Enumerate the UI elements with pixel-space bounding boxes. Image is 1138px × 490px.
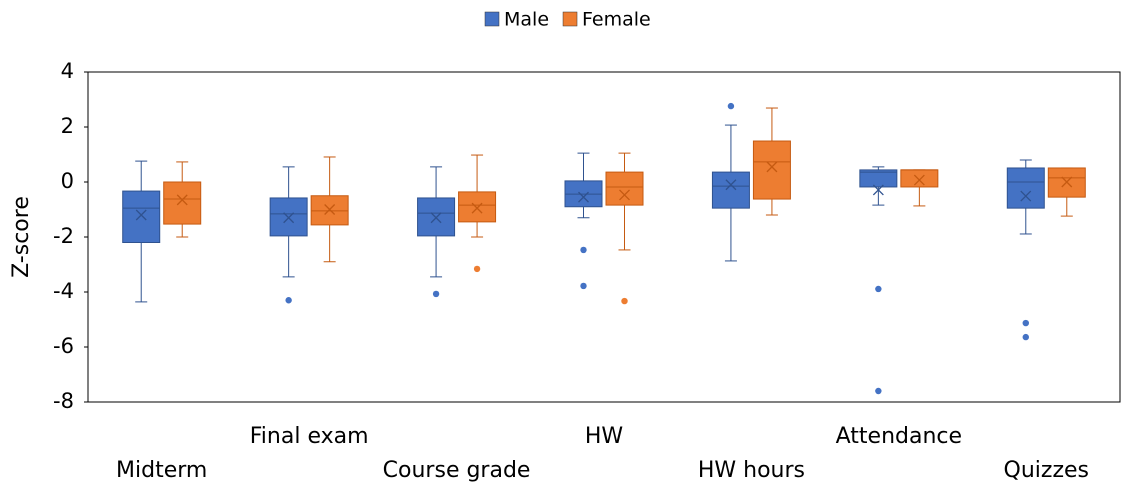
mean-marker	[913, 174, 925, 186]
mean-marker	[471, 202, 483, 214]
y-tick-label: -8	[53, 389, 74, 413]
box	[900, 169, 939, 188]
legend-label: Male	[504, 9, 549, 31]
outlier	[727, 102, 735, 110]
y-axis-label: Z-score	[9, 196, 34, 278]
outlier	[432, 290, 440, 298]
mean-marker	[578, 191, 589, 203]
mean-marker	[430, 212, 442, 224]
outlier	[1022, 319, 1029, 327]
mean-marker	[1020, 190, 1032, 202]
x-tick-label: Midterm	[116, 458, 207, 483]
x-tick-label: Attendance	[836, 424, 962, 449]
outlier	[1022, 333, 1029, 341]
mean-marker	[135, 209, 147, 221]
y-tick-label: -2	[53, 224, 74, 248]
legend-swatch	[562, 11, 578, 27]
x-tick-label: HW	[585, 424, 624, 449]
outlier	[285, 297, 292, 304]
box	[122, 190, 161, 243]
legend-swatch	[484, 11, 500, 27]
plot-frame	[87, 71, 1121, 403]
box	[605, 171, 644, 206]
outlier	[875, 387, 882, 395]
box	[458, 191, 497, 223]
x-tick-label: Quizzes	[1004, 458, 1089, 483]
outlier	[473, 265, 481, 273]
mean-marker	[283, 212, 295, 224]
box	[859, 169, 898, 188]
mean-marker	[766, 161, 778, 173]
box	[163, 181, 202, 225]
mean-marker	[324, 204, 336, 215]
mean-marker	[619, 189, 630, 201]
legend-label: Female	[582, 9, 651, 31]
outlier	[580, 282, 587, 290]
outlier	[621, 297, 628, 305]
box	[752, 140, 791, 200]
box	[711, 171, 750, 209]
mean-marker	[1061, 176, 1073, 188]
mean-marker	[725, 179, 737, 191]
x-tick-label: HW hours	[698, 458, 805, 483]
x-tick-label: Course grade	[383, 458, 531, 483]
outlier	[580, 246, 587, 254]
y-tick-label: 4	[61, 59, 74, 83]
x-tick-label: Final exam	[250, 424, 369, 449]
mean-marker	[176, 194, 188, 206]
outlier	[875, 285, 882, 293]
y-tick-label: -4	[53, 279, 74, 303]
y-tick-label: -6	[53, 334, 74, 358]
y-tick-label: 0	[61, 169, 74, 193]
mean-marker	[872, 184, 884, 196]
y-tick-label: 2	[61, 114, 74, 138]
box	[1006, 167, 1045, 209]
